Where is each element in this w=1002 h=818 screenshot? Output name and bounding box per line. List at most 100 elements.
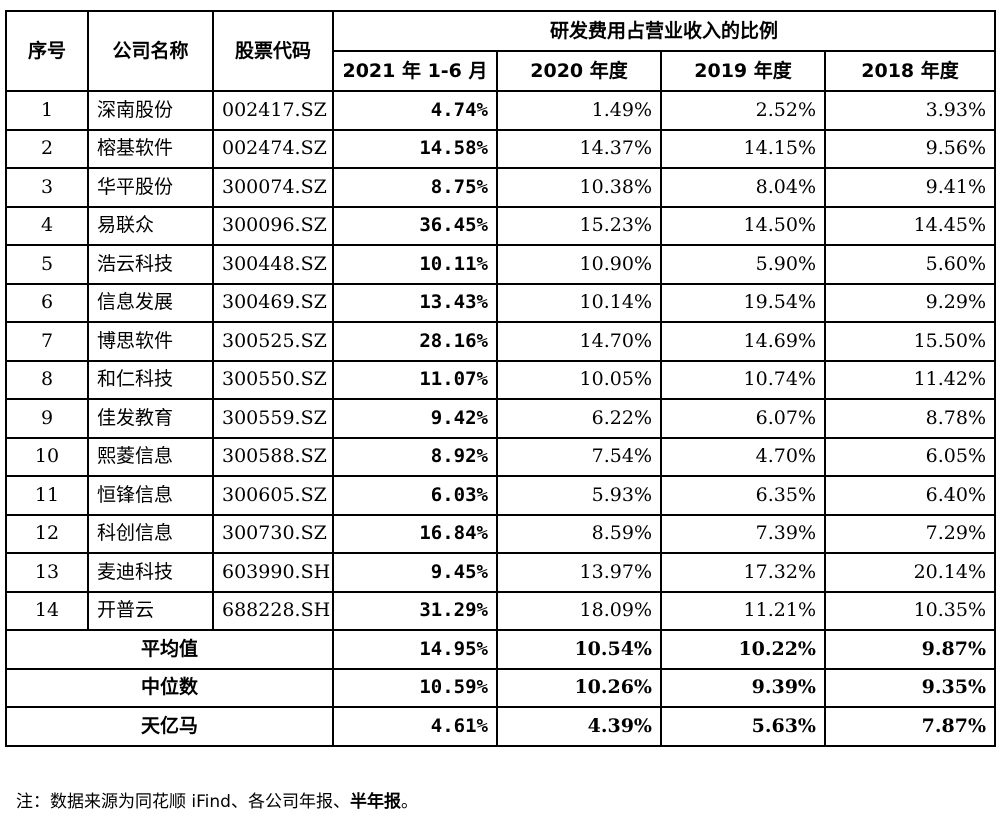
- summary-value-2021h1: 14.95%: [332, 629, 498, 670]
- row-value-2020: 14.70%: [496, 321, 662, 362]
- table-row: 3 华平股份 300074.SZ 8.75% 10.38% 8.04% 9.41%: [5, 167, 997, 208]
- row-value-2021h1: 8.92%: [332, 436, 498, 477]
- table-row: 8 和仁科技 300550.SZ 11.07% 10.05% 10.74% 11.42%: [5, 359, 997, 400]
- row-value-2018: 7.29%: [823, 513, 997, 554]
- table-body: 1 深南股份 002417.SZ 4.74% 1.49% 2.52% 3.93% 2 榕基软件 0…: [5, 90, 997, 631]
- summary-value-2021h1: 10.59%: [332, 667, 498, 708]
- summary-value-2020: 10.54%: [496, 629, 662, 670]
- row-company-name: 榕基软件: [87, 128, 214, 169]
- row-stock-code: 300096.SZ: [212, 205, 334, 246]
- table-row: 9 佳发教育 300559.SZ 9.42% 6.22% 6.07% 8.78%: [5, 398, 997, 439]
- row-company-name: 博思软件: [87, 321, 214, 362]
- row-seq: 12: [5, 513, 89, 554]
- row-company-name: 浩云科技: [87, 244, 214, 285]
- row-stock-code: 300525.SZ: [212, 321, 334, 362]
- row-value-2019: 2.52%: [660, 90, 826, 131]
- header-period-2018: 2018 年度: [823, 50, 997, 92]
- row-seq: 2: [5, 128, 89, 169]
- row-company-name: 深南股份: [87, 90, 214, 131]
- summary-value-2020: 10.26%: [496, 667, 662, 708]
- row-value-2018: 9.29%: [823, 282, 997, 323]
- header-stock-code: 股票代码: [212, 10, 334, 92]
- row-company-name: 易联众: [87, 205, 214, 246]
- row-value-2021h1: 36.45%: [332, 205, 498, 246]
- row-value-2021h1: 11.07%: [332, 359, 498, 400]
- row-seq: 13: [5, 552, 89, 593]
- row-stock-code: 002474.SZ: [212, 128, 334, 169]
- row-value-2018: 14.45%: [823, 205, 997, 246]
- row-value-2018: 10.35%: [823, 590, 997, 631]
- row-company-name: 科创信息: [87, 513, 214, 554]
- row-value-2019: 5.90%: [660, 244, 826, 285]
- row-value-2019: 14.15%: [660, 128, 826, 169]
- summary-row: 天亿马 4.61% 4.39% 5.63% 7.87%: [5, 706, 997, 747]
- row-stock-code: 300730.SZ: [212, 513, 334, 554]
- row-value-2019: 8.04%: [660, 167, 826, 208]
- row-value-2018: 11.42%: [823, 359, 997, 400]
- row-value-2021h1: 31.29%: [332, 590, 498, 631]
- table-row: 4 易联众 300096.SZ 36.45% 15.23% 14.50% 14.45%: [5, 205, 997, 246]
- row-value-2021h1: 8.75%: [332, 167, 498, 208]
- row-company-name: 恒锋信息: [87, 475, 214, 516]
- row-value-2020: 10.14%: [496, 282, 662, 323]
- row-company-name: 熙菱信息: [87, 436, 214, 477]
- note-end: 。: [400, 792, 418, 812]
- row-value-2020: 7.54%: [496, 436, 662, 477]
- row-value-2019: 17.32%: [660, 552, 826, 593]
- summary-value-2019: 10.22%: [660, 629, 826, 670]
- row-value-2018: 9.41%: [823, 167, 997, 208]
- summary-label: 平均值: [5, 629, 334, 670]
- row-value-2020: 10.90%: [496, 244, 662, 285]
- row-value-2021h1: 28.16%: [332, 321, 498, 362]
- row-stock-code: 002417.SZ: [212, 90, 334, 131]
- row-value-2019: 6.07%: [660, 398, 826, 439]
- summary-label: 天亿马: [5, 706, 334, 747]
- table-row: 6 信息发展 300469.SZ 13.43% 10.14% 19.54% 9.29%: [5, 282, 997, 323]
- row-value-2021h1: 16.84%: [332, 513, 498, 554]
- summary-value-2018: 7.87%: [823, 706, 997, 747]
- summary-row: 平均值 14.95% 10.54% 10.22% 9.87%: [5, 629, 997, 670]
- header-seq: 序号: [5, 10, 89, 92]
- table-row: 12 科创信息 300730.SZ 16.84% 8.59% 7.39% 7.29%: [5, 513, 997, 554]
- row-seq: 4: [5, 205, 89, 246]
- summary-value-2020: 4.39%: [496, 706, 662, 747]
- row-value-2020: 13.97%: [496, 552, 662, 593]
- row-value-2019: 19.54%: [660, 282, 826, 323]
- row-value-2019: 11.21%: [660, 590, 826, 631]
- row-seq: 11: [5, 475, 89, 516]
- row-seq: 14: [5, 590, 89, 631]
- row-value-2021h1: 6.03%: [332, 475, 498, 516]
- row-stock-code: 300074.SZ: [212, 167, 334, 208]
- row-company-name: 华平股份: [87, 167, 214, 208]
- table-row: 1 深南股份 002417.SZ 4.74% 1.49% 2.52% 3.93%: [5, 90, 997, 131]
- header-ratio-group: 研发费用占营业收入的比例: [331, 10, 997, 52]
- row-value-2018: 20.14%: [823, 552, 997, 593]
- source-note: 注：数据来源为同花顺 iFind、各公司年报、半年报。: [16, 787, 418, 812]
- row-value-2018: 15.50%: [823, 321, 997, 362]
- row-seq: 9: [5, 398, 89, 439]
- header-period-2021h1: 2021 年 1-6 月: [332, 50, 498, 92]
- header-period-2020: 2020 年度: [496, 50, 662, 92]
- row-stock-code: 300588.SZ: [212, 436, 334, 477]
- header-period-2019: 2019 年度: [660, 50, 826, 92]
- row-value-2020: 1.49%: [496, 90, 662, 131]
- table-summary: 平均值 14.95% 10.54% 10.22% 9.87% 中位数 10.59% 10.26…: [5, 629, 997, 747]
- row-seq: 8: [5, 359, 89, 400]
- row-value-2019: 7.39%: [660, 513, 826, 554]
- row-stock-code: 300469.SZ: [212, 282, 334, 323]
- summary-value-2021h1: 4.61%: [332, 706, 498, 747]
- note-text: 注：数据来源为同花顺 iFind、各公司年报、: [16, 792, 350, 812]
- table-row: 7 博思软件 300525.SZ 28.16% 14.70% 14.69% 15.50%: [5, 321, 997, 362]
- row-company-name: 信息发展: [87, 282, 214, 323]
- table-row: 14 开普云 688228.SH 31.29% 18.09% 11.21% 10.35%: [5, 590, 997, 631]
- row-stock-code: 603990.SH: [212, 552, 334, 593]
- row-value-2021h1: 14.58%: [332, 128, 498, 169]
- table-row: 2 榕基软件 002474.SZ 14.58% 14.37% 14.15% 9.56%: [5, 128, 997, 169]
- row-value-2019: 4.70%: [660, 436, 826, 477]
- row-seq: 6: [5, 282, 89, 323]
- row-value-2018: 5.60%: [823, 244, 997, 285]
- row-value-2020: 5.93%: [496, 475, 662, 516]
- row-value-2021h1: 10.11%: [332, 244, 498, 285]
- rd-expense-ratio-table: 序号 公司名称 股票代码 研发费用占营业收入的比例 2021 年 1-6 月 2…: [5, 10, 997, 747]
- row-stock-code: 300550.SZ: [212, 359, 334, 400]
